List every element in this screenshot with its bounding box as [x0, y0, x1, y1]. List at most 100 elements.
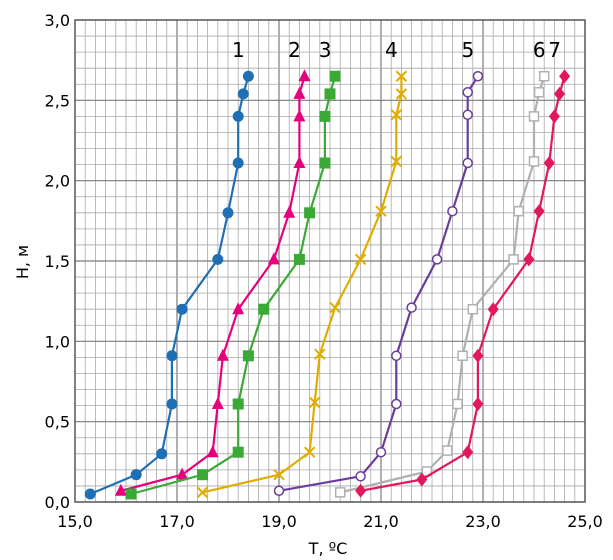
data-point — [303, 446, 316, 458]
data-point — [375, 205, 387, 217]
data-point — [293, 86, 306, 99]
x-tick-label: 15,0 — [57, 512, 93, 531]
data-point — [416, 472, 428, 487]
grid — [74, 19, 586, 503]
data-point — [293, 253, 305, 265]
data-point — [176, 303, 188, 315]
data-point — [283, 205, 296, 218]
data-point — [232, 110, 244, 122]
x-tick-label: 21,0 — [363, 512, 399, 531]
data-point — [406, 302, 417, 313]
data-point — [206, 445, 219, 458]
data-point — [267, 252, 280, 265]
y-tick-label: 1,5 — [45, 252, 70, 271]
data-point — [390, 109, 403, 121]
data-point — [273, 485, 285, 497]
series-line — [202, 76, 403, 494]
x-tick-label: 25,0 — [567, 512, 603, 531]
data-point — [354, 253, 367, 266]
series-label: 6 — [533, 38, 546, 62]
data-point — [166, 350, 178, 362]
data-point — [84, 488, 96, 500]
data-point — [125, 488, 137, 500]
y-tick-label: 2,0 — [45, 172, 70, 191]
x-tick-label: 17,0 — [159, 512, 195, 531]
data-point — [232, 398, 244, 410]
y-axis-title: H, м — [13, 245, 32, 279]
y-tick-label: 2,5 — [45, 91, 70, 110]
data-point — [242, 70, 254, 82]
data-point — [472, 396, 484, 411]
data-point — [462, 445, 474, 460]
data-point — [395, 70, 408, 82]
data-point — [390, 155, 403, 168]
data-point — [308, 396, 321, 409]
data-point — [329, 70, 341, 82]
data-point — [355, 471, 366, 482]
series-label: 1 — [232, 38, 245, 62]
data-point — [314, 348, 326, 360]
series-2: 2 — [114, 38, 311, 496]
data-point — [375, 446, 387, 458]
data-point — [533, 87, 545, 98]
data-point — [457, 350, 468, 362]
data-point — [232, 446, 244, 458]
data-point — [442, 445, 453, 456]
x-axis-title: T, ºC — [308, 539, 348, 558]
data-point — [176, 467, 189, 480]
series-line — [278, 75, 479, 492]
data-point — [431, 254, 443, 265]
series-label: 5 — [462, 38, 475, 62]
series-label: 3 — [319, 38, 332, 62]
series-label: 4 — [385, 38, 398, 62]
data-point — [391, 350, 402, 362]
series-line — [120, 75, 306, 492]
y-tick-label: 3,0 — [45, 11, 70, 30]
data-point — [538, 70, 550, 82]
plot-frame — [74, 19, 586, 503]
series-1: 1 — [84, 38, 254, 500]
data-point — [528, 111, 540, 122]
data-point — [216, 348, 229, 361]
data-point — [304, 207, 316, 219]
data-point — [487, 302, 499, 317]
data-point — [548, 109, 560, 124]
data-point — [533, 204, 545, 219]
data-point — [237, 88, 249, 100]
x-tick-label: 19,0 — [261, 512, 297, 531]
data-point — [462, 87, 473, 98]
y-tick-label: 1,0 — [45, 332, 70, 351]
data-point — [293, 155, 306, 168]
data-point — [554, 86, 565, 101]
data-point — [298, 69, 311, 82]
data-point — [211, 396, 224, 409]
data-point — [334, 487, 346, 498]
y-tick-label: 0,5 — [45, 413, 70, 432]
data-point — [452, 398, 463, 410]
axes — [74, 19, 586, 503]
series-label: 2 — [288, 38, 301, 62]
data-point — [166, 398, 178, 410]
data-point — [232, 157, 244, 169]
data-point — [462, 109, 473, 121]
data-point — [447, 205, 458, 217]
data-point — [462, 157, 473, 169]
data-point — [212, 253, 224, 265]
data-point — [559, 69, 571, 84]
data-point — [114, 483, 127, 496]
data-point — [523, 252, 535, 267]
data-point — [513, 205, 524, 217]
data-point — [232, 302, 245, 315]
series-label: 7 — [548, 38, 561, 62]
data-point — [472, 348, 484, 363]
data-point — [528, 156, 540, 167]
series-6: 6 — [334, 38, 550, 498]
data-point — [196, 486, 209, 499]
data-point — [324, 88, 336, 100]
data-point — [355, 483, 367, 498]
data-point — [197, 469, 208, 481]
tick-labels: 15,0 17,0 19,0 21,0 23,0 25,00,00,51,01,52,02… — [45, 11, 603, 531]
x-tick-label: 23,0 — [465, 512, 501, 531]
data-point — [508, 254, 519, 265]
